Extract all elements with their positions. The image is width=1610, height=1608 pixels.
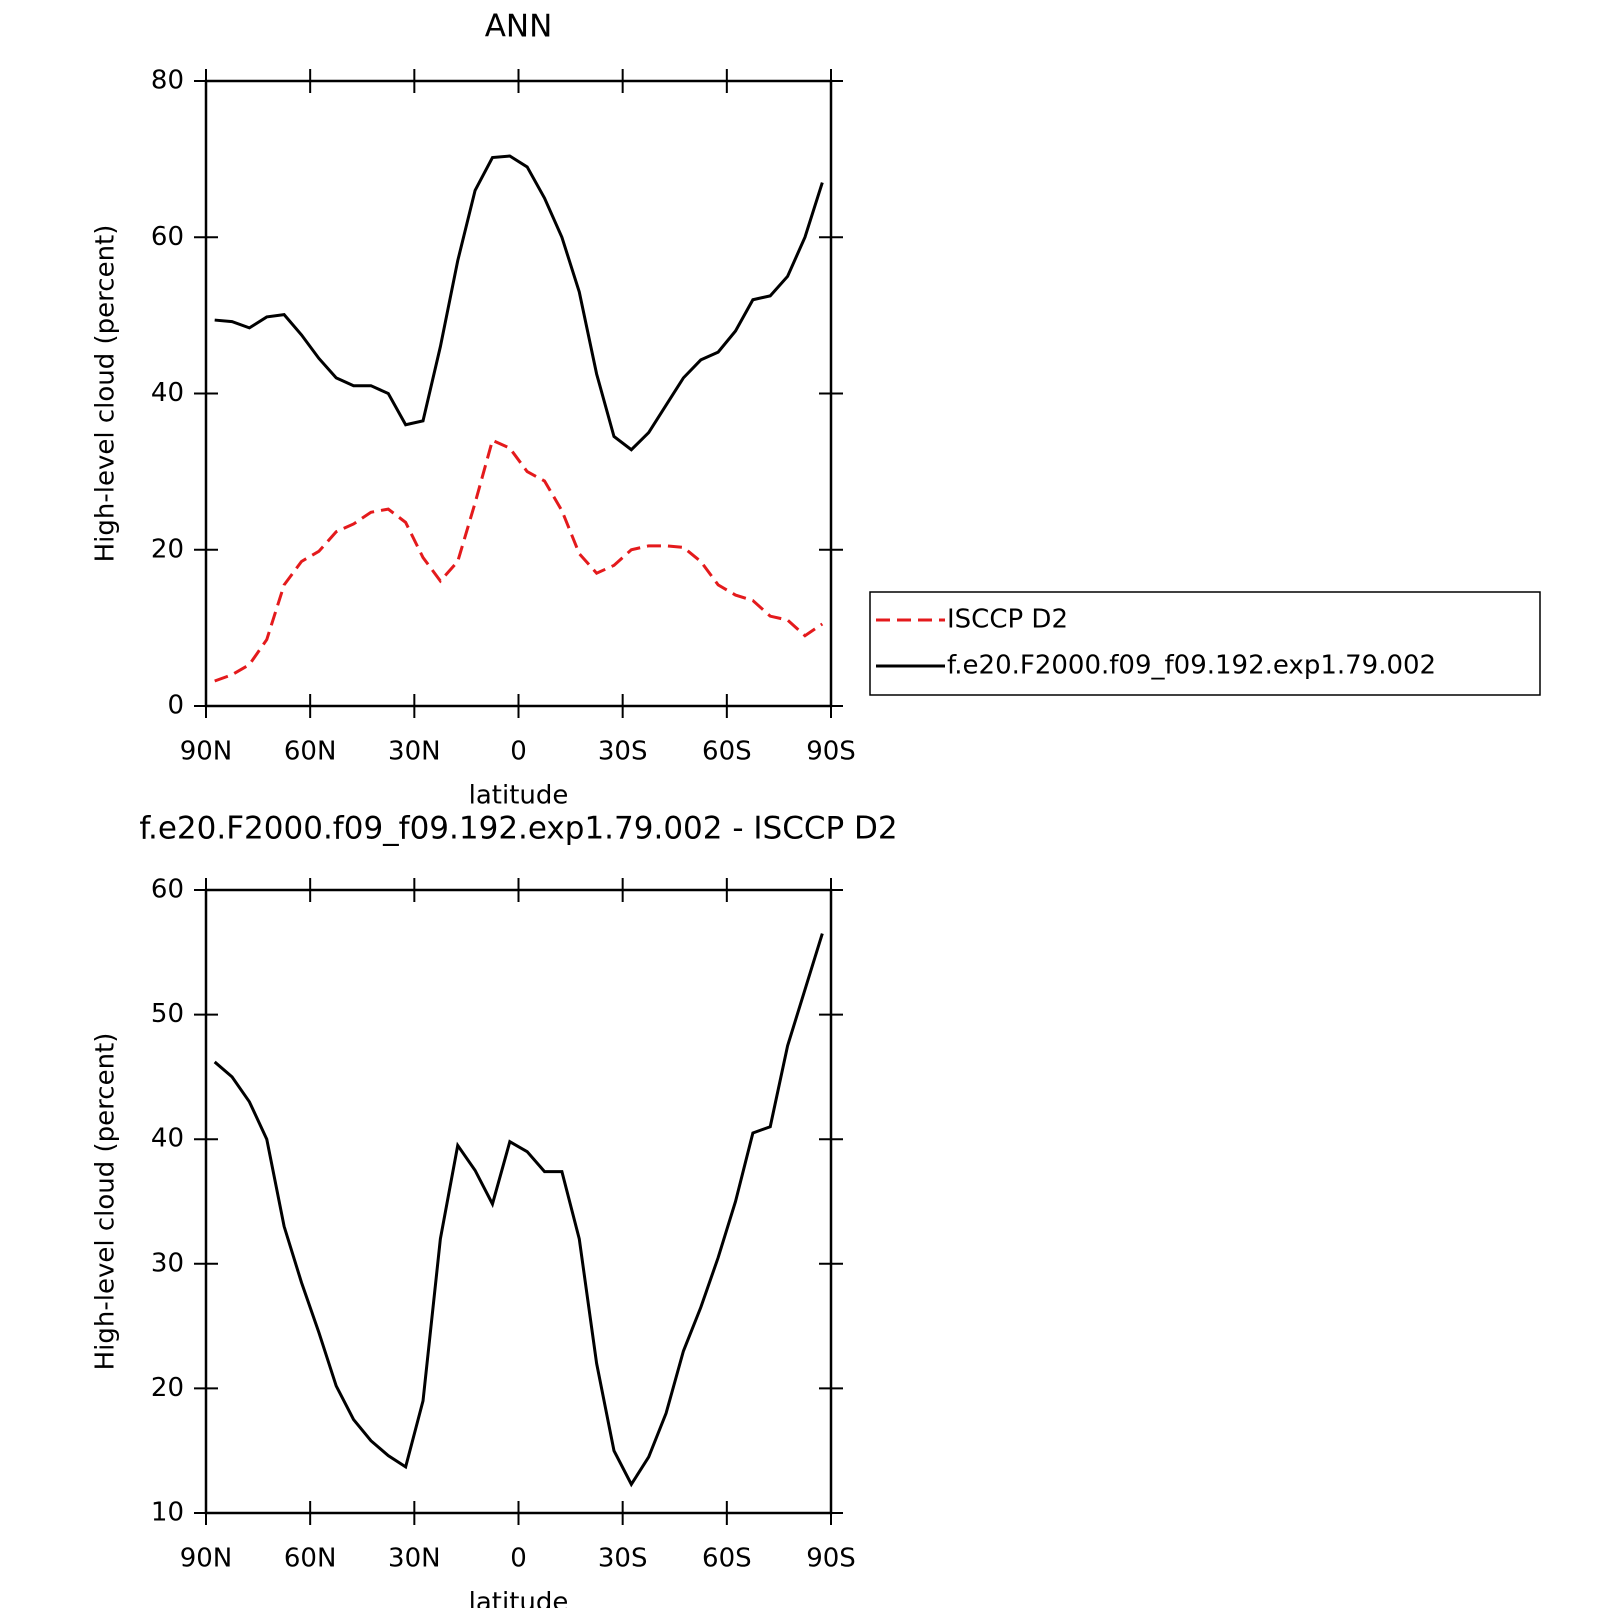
y-axis-label: High-level cloud (percent) — [91, 225, 121, 563]
y-axis-label: High-level cloud (percent) — [91, 1033, 121, 1371]
x-tick-label: 30N — [388, 1544, 441, 1574]
chart-title: f.e20.F2000.f09_f09.192.exp1.79.002 - IS… — [139, 811, 897, 847]
x-tick-label: 60N — [284, 737, 337, 767]
series-line — [213, 933, 824, 1488]
plot-frame — [204, 79, 833, 708]
x-tick-label: 60S — [702, 1544, 752, 1574]
x-tick-label: 90S — [806, 737, 856, 767]
x-tick-label: 0 — [510, 737, 527, 767]
x-tick-label: 90N — [180, 737, 233, 767]
x-tick-label: 90N — [180, 1544, 233, 1574]
legend-label: f.e20.F2000.f09_f09.192.exp1.79.002 — [947, 651, 1436, 681]
x-tick-label: 30S — [598, 1544, 648, 1574]
x-axis-label: latitude — [469, 781, 569, 811]
x-tick-label: 60N — [284, 1544, 337, 1574]
series-line — [214, 438, 824, 683]
plot-frame — [204, 888, 833, 1515]
x-tick-label: 60S — [702, 737, 752, 767]
y-tick-label: 40 — [151, 1124, 184, 1154]
legend-label: ISCCP D2 — [947, 605, 1068, 635]
panel: f.e20.F2000.f09_f09.192.exp1.79.002 - IS… — [91, 811, 898, 1608]
y-tick-label: 30 — [151, 1248, 184, 1278]
y-tick-label: 10 — [151, 1498, 184, 1528]
y-tick-label: 50 — [151, 999, 184, 1029]
legend: ISCCP D2 f.e20.F2000.f09_f09.192.exp1.79.… — [869, 591, 1541, 696]
x-axis-label: latitude — [469, 1588, 569, 1608]
chart-title: ANN — [485, 9, 553, 45]
series-line — [214, 154, 824, 452]
y-tick-label: 80 — [151, 66, 184, 96]
x-tick-label: 30N — [388, 737, 441, 767]
y-tick-label: 60 — [151, 222, 184, 252]
x-tick-label: 0 — [510, 1544, 527, 1574]
x-tick-label: 30S — [598, 737, 648, 767]
y-tick-label: 20 — [151, 1373, 184, 1403]
y-tick-label: 0 — [167, 691, 184, 721]
y-tick-label: 20 — [151, 534, 184, 564]
y-tick-label: 60 — [151, 875, 184, 905]
y-tick-label: 40 — [151, 378, 184, 408]
legend-box — [869, 591, 1541, 696]
panel: ANN latitude High-level cloud (percent) 0 20… — [91, 9, 1541, 811]
x-tick-label: 90S — [806, 1544, 856, 1574]
